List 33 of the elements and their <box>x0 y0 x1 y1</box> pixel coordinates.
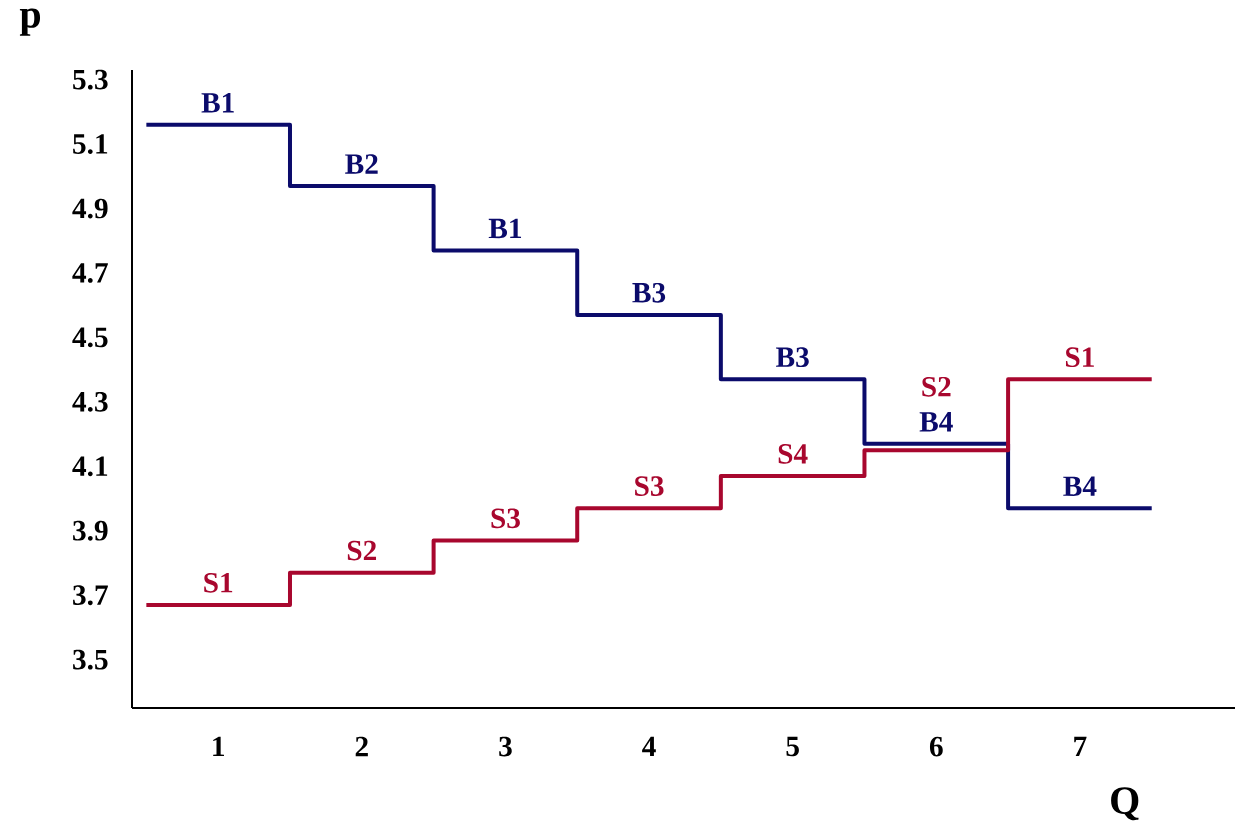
annotation: B1 <box>201 93 234 113</box>
annotation: S2 <box>922 376 951 397</box>
y-tick-label: 4.9 <box>72 198 108 219</box>
y-tick-label: 4.5 <box>72 327 108 348</box>
annotation: B4 <box>1063 476 1097 496</box>
annotation: B4 <box>919 412 953 432</box>
x-tick-label: 6 <box>929 736 943 757</box>
y-tick-label: 4.7 <box>72 263 108 283</box>
y-tick-label: 3.7 <box>73 585 108 606</box>
x-tick-label: 1 <box>213 736 224 757</box>
annotation: S1 <box>1065 347 1094 368</box>
x-tick-label: 7 <box>1074 736 1087 756</box>
x-tick-label: 4 <box>642 736 656 757</box>
annotation: S3 <box>635 476 664 496</box>
x-tick-label: 3 <box>499 736 512 757</box>
y-axis-title: p <box>19 8 41 36</box>
annotation: B1 <box>488 218 522 239</box>
annotation: S2 <box>347 540 377 561</box>
y-tick-label: 3.5 <box>73 649 108 670</box>
annotation: S3 <box>491 508 520 529</box>
annotation: B3 <box>632 282 666 303</box>
x-axis-title: Q <box>1111 787 1139 821</box>
y-tick-label: 5.3 <box>73 69 108 90</box>
y-tick-label: 3.9 <box>73 520 108 541</box>
x-tick-label: 5 <box>786 736 799 757</box>
annotation: S1 <box>204 572 233 593</box>
x-tick-label: 2 <box>355 736 368 757</box>
annotation: B2 <box>345 154 378 174</box>
y-tick-label: 4.1 <box>72 456 108 477</box>
y-tick-label: 5.1 <box>73 134 108 154</box>
annotation: B3 <box>776 347 809 368</box>
y-tick-label: 4.3 <box>72 391 108 412</box>
annotation: S4 <box>778 444 808 464</box>
